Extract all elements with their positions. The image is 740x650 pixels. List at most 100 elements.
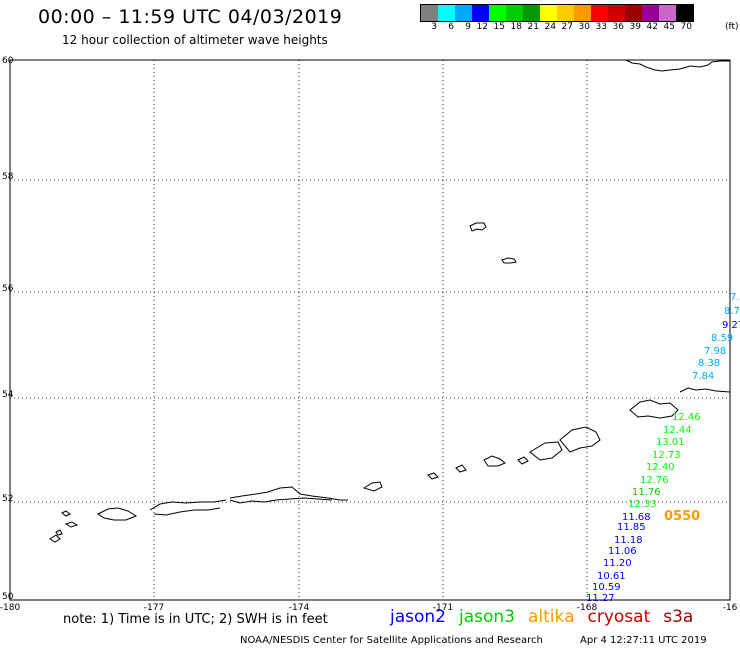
legend-s3a: s3a: [663, 607, 694, 627]
color-swatch: [455, 5, 472, 21]
alaska-peninsula: [679, 387, 731, 393]
wave-height-value: 9.27: [722, 320, 740, 331]
rat-islands: [149, 499, 227, 511]
aleutian-islet-4: [427, 472, 439, 480]
wave-height-value: 12.46: [672, 412, 701, 423]
footer-note: note: 1) Time is in UTC; 2) SWH is in fe…: [63, 612, 328, 627]
satellite-legend: jason2 jason3 altika cryosat s3a: [390, 607, 706, 627]
color-scale-label: 6: [448, 22, 454, 32]
color-scale-label: 9: [465, 22, 471, 32]
wave-height-value: 11.20: [603, 558, 632, 569]
legend-jason2: jason2: [390, 607, 446, 627]
latitude-label: 52: [2, 494, 13, 504]
legend-altika: altika: [528, 607, 575, 627]
wave-height-value: 7.84: [692, 371, 714, 382]
color-scale-bar: [420, 4, 694, 22]
color-swatch: [421, 5, 438, 21]
longitude-label: -16: [723, 603, 738, 613]
color-swatch: [506, 5, 523, 21]
color-scale-label: 12: [476, 22, 488, 32]
wave-height-value: 11.68: [622, 512, 651, 523]
color-scale-units: (ft): [725, 22, 739, 32]
unimak-island: [629, 399, 679, 419]
wave-height-value: 10.61: [597, 571, 626, 582]
atka-island: [362, 481, 383, 492]
umnak-island: [529, 441, 563, 461]
footer-timestamp: Apr 4 12:27:11 UTC 2019: [580, 635, 707, 646]
latitude-label: 60: [2, 56, 14, 66]
color-swatch: [472, 5, 489, 21]
color-swatch: [608, 5, 625, 21]
color-swatch: [642, 5, 659, 21]
wave-height-value: 11.18: [614, 535, 643, 546]
map-title: 00:00 – 11:59 UTC 04/03/2019: [38, 6, 343, 28]
color-scale-labels: 3 6 9 12 15 18 21 24 27 30 33 36 39 42 45 70: [420, 22, 692, 34]
wave-height-value: 10.59: [592, 582, 621, 593]
wave-height-value: 8.7: [724, 306, 740, 317]
near-islands-3: [49, 534, 61, 543]
aleutian-islet-3: [455, 464, 467, 473]
color-scale-label: 42: [646, 22, 658, 32]
color-scale-label: 18: [510, 22, 522, 32]
color-scale-label: 70: [680, 22, 692, 32]
color-swatch: [659, 5, 676, 21]
color-scale-label: 30: [578, 22, 590, 32]
wave-height-value: 8.59: [711, 333, 733, 344]
st-paul-island: [469, 222, 487, 232]
legend-cryosat: cryosat: [587, 607, 651, 627]
st-george-island: [501, 257, 517, 264]
pass-time-label: 0550: [664, 509, 700, 524]
latitude-label: 54: [2, 390, 14, 400]
color-swatch: [489, 5, 506, 21]
wave-height-value: 12.76: [640, 475, 669, 486]
wave-height-value: 11.76: [632, 487, 661, 498]
wave-height-value: 12.40: [646, 462, 675, 473]
aleutian-islet-1: [517, 456, 529, 465]
coastline: [49, 59, 731, 543]
color-swatch: [557, 5, 574, 21]
footer-credit: NOAA/NESDIS Center for Satellite Applica…: [240, 635, 543, 646]
color-scale-label: 21: [527, 22, 539, 32]
wave-height-value: 7.: [730, 292, 740, 303]
color-scale-label: 15: [493, 22, 505, 32]
latitude-label: 50: [2, 592, 14, 602]
color-scale-label: 3: [431, 22, 437, 32]
altimeter-observations: 7. 8.7 9.27 8.59 7.988.38 7.84 12.46 12.4413.01…: [586, 292, 740, 604]
wave-height-value: 12.73: [652, 450, 681, 461]
wave-height-value: 11.85: [617, 522, 646, 533]
color-swatch: [523, 5, 540, 21]
color-scale-label: 36: [612, 22, 624, 32]
amchitka-island: [97, 507, 138, 521]
latitude-label: 58: [2, 172, 14, 182]
wave-height-value: 11.06: [608, 546, 637, 557]
wave-height-value: 8.38: [698, 358, 720, 369]
adak-islands: [229, 486, 348, 501]
wave-height-value: 13.01: [656, 437, 685, 448]
aleutian-islet-2: [483, 455, 506, 467]
alaska-coast: [625, 59, 730, 72]
andreanof-islands: [229, 497, 333, 504]
color-swatch: [574, 5, 591, 21]
legend-jason3: jason3: [459, 607, 515, 627]
map-grid: [9, 59, 731, 601]
wave-height-value: 12.44: [663, 425, 692, 436]
color-scale-label: 27: [561, 22, 573, 32]
near-islands-2: [64, 521, 79, 528]
color-swatch: [438, 5, 455, 21]
longitude-label: -177: [144, 603, 164, 613]
latitude-label: 56: [2, 284, 14, 294]
color-swatch: [676, 5, 693, 21]
longitude-label: -171: [433, 603, 453, 613]
wave-height-value: 7.98: [704, 346, 726, 357]
wave-height-value: 12.33: [628, 499, 657, 510]
kiska-island: [153, 507, 221, 516]
color-swatch: [540, 5, 557, 21]
axis-labels: 60 58 56 54 52 50-180 -177 -174 -171 -168 -16: [0, 56, 738, 613]
wave-height-value: 11.27: [586, 593, 615, 604]
longitude-label: -180: [0, 603, 20, 613]
color-scale-label: 45: [663, 22, 675, 32]
longitude-label: -174: [289, 603, 310, 613]
color-scale-label: 33: [595, 22, 607, 32]
map-subtitle: 12 hour collection of altimeter wave hei…: [62, 33, 328, 47]
